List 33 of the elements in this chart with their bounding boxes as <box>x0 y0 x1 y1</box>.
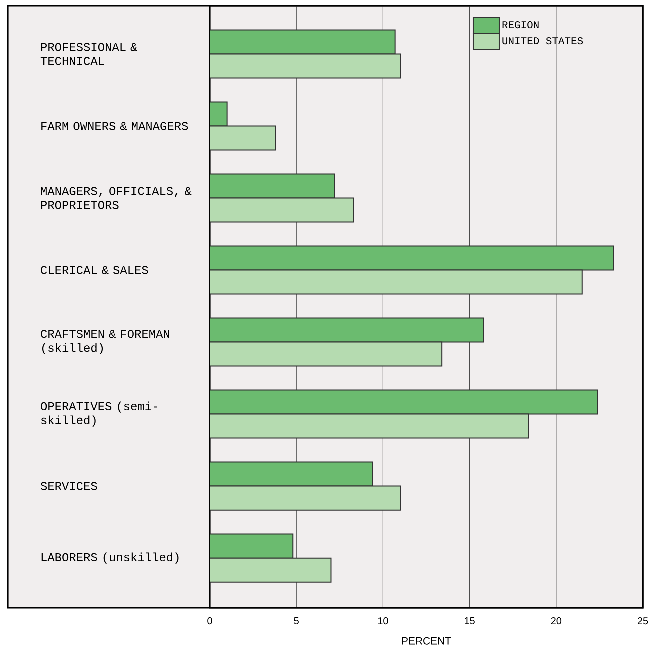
x-tick-label: 15 <box>465 618 475 624</box>
x-tick-label: 10 <box>378 618 388 625</box>
x-axis-title: PERCENT <box>402 637 452 645</box>
legend-label: REGION <box>502 21 539 29</box>
x-tick-label: 25 <box>638 618 648 625</box>
y-tick-label: CLERICAL & SALES <box>41 266 148 274</box>
y-tick-label: FARM OWNERS & MANAGERS <box>42 122 188 130</box>
y-tick-label: CRAFTSMEN & FOREMAN (skilled) <box>41 330 170 354</box>
bar <box>210 558 332 583</box>
bar <box>210 30 396 55</box>
bar <box>210 246 614 271</box>
y-tick-label: OPERATIVES (semi-skilled) <box>41 402 158 427</box>
bar <box>210 534 294 559</box>
bar <box>210 342 443 367</box>
x-tick-label: 0 <box>208 618 212 625</box>
y-tick-label: LABORERS (unskilled) <box>42 552 179 564</box>
bar <box>210 54 402 79</box>
bar <box>210 318 484 343</box>
bar <box>210 270 583 295</box>
y-tick-label: SERVICES <box>40 482 98 490</box>
bar <box>210 198 354 223</box>
bar <box>210 174 336 199</box>
bar <box>210 390 598 415</box>
x-tick-label: 5 <box>294 618 299 624</box>
bar <box>210 414 530 439</box>
legend-label: UNITED STATES <box>502 37 584 45</box>
bar <box>210 126 276 151</box>
y-tick-label: MANAGERS, OFFICIALS, & PROPRIETORS <box>41 187 192 210</box>
y-tick-label: PROFESSIONAL & TECHNICAL <box>40 43 138 66</box>
bar <box>210 486 402 511</box>
bar <box>210 462 374 487</box>
bar <box>210 102 228 127</box>
x-tick-label: 20 <box>551 618 562 625</box>
